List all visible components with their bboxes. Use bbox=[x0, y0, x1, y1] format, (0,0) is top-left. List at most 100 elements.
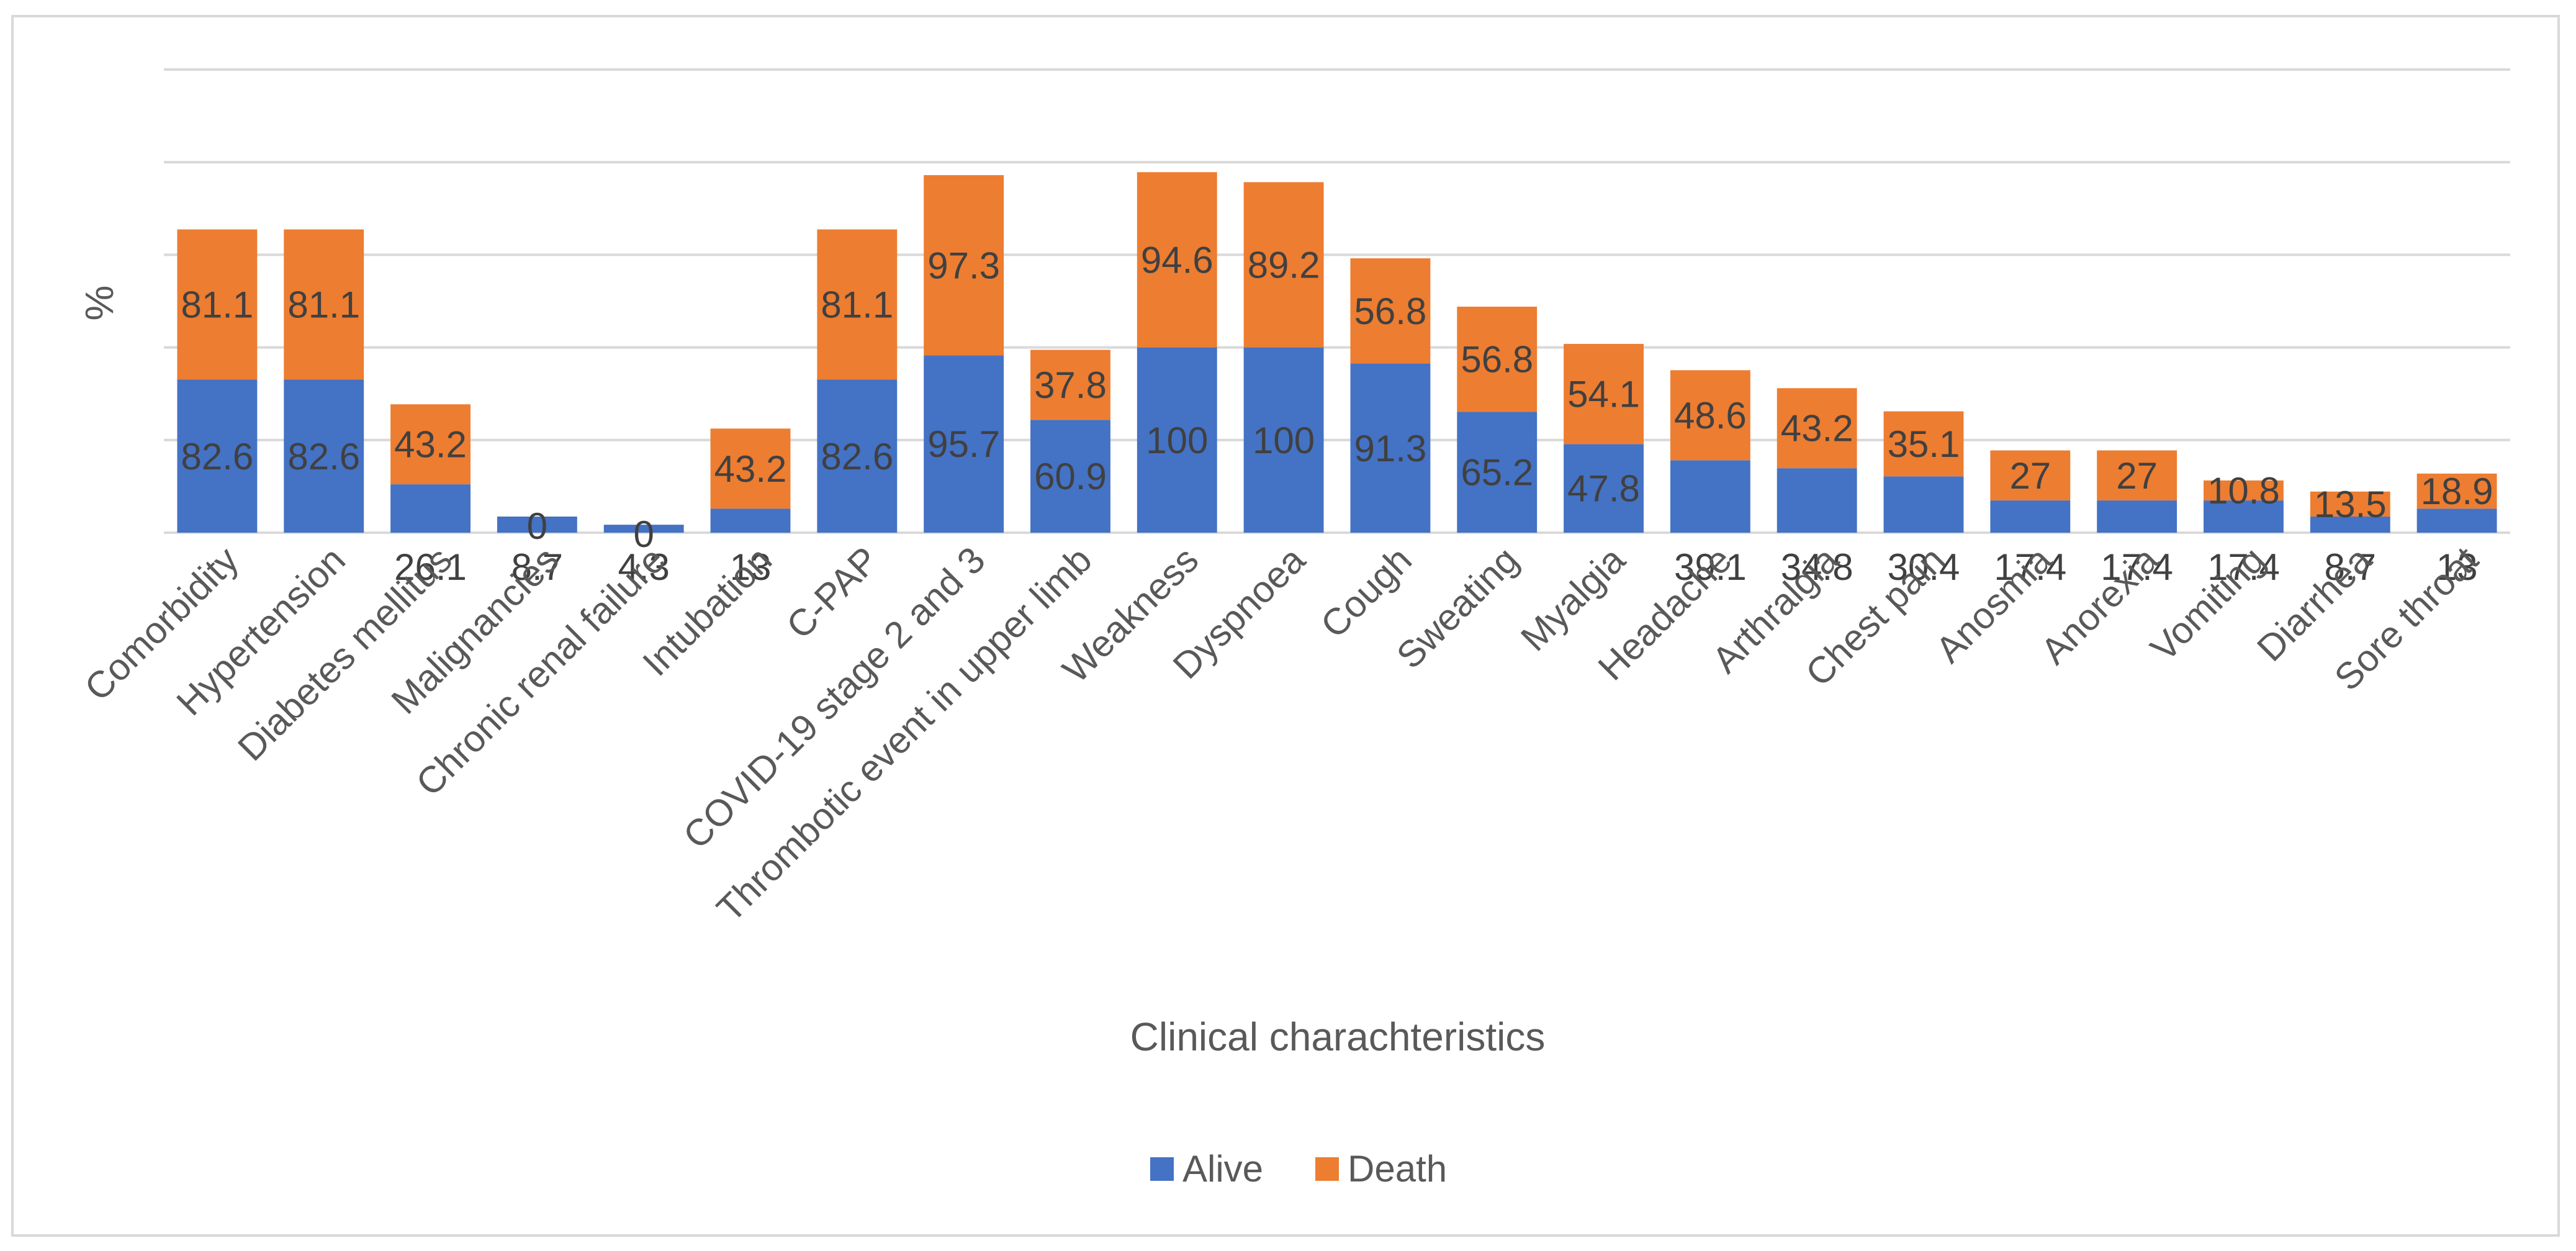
bar-alive bbox=[817, 379, 898, 533]
data-label-alive: 17.4 bbox=[2207, 546, 2280, 588]
data-label-death: 54.1 bbox=[1567, 374, 1640, 415]
bar-alive bbox=[1990, 500, 2071, 533]
bar-alive bbox=[284, 379, 364, 533]
data-label-alive: 34.8 bbox=[1781, 546, 1853, 588]
data-label-alive: 13 bbox=[730, 546, 772, 588]
bar-death bbox=[284, 229, 364, 380]
data-label-death: 48.6 bbox=[1674, 395, 1747, 436]
data-label-death: 10.8 bbox=[2207, 470, 2280, 512]
bar-alive bbox=[924, 355, 1004, 533]
data-label-death: 27 bbox=[2116, 455, 2158, 497]
bar-death bbox=[1243, 182, 1324, 348]
data-label-death: 56.8 bbox=[1354, 291, 1427, 332]
bar-death bbox=[390, 404, 471, 485]
data-label-alive: 100 bbox=[1253, 420, 1315, 461]
data-label-alive: 100 bbox=[1146, 420, 1208, 461]
x-tick-label: Cough bbox=[1313, 539, 1420, 646]
bar-death bbox=[2310, 491, 2390, 517]
bar-death bbox=[2416, 473, 2497, 509]
chart-area: 82.6 81.1 82.6 81.1 26.1 43.2 8.7 0 4.3 0 13 43.2 82… bbox=[11, 15, 2560, 1237]
data-label-alive: 4.3 bbox=[618, 546, 669, 588]
bar-alive bbox=[1670, 460, 1750, 533]
bars bbox=[177, 172, 2497, 533]
data-label-alive: 82.6 bbox=[821, 436, 893, 477]
bar-death bbox=[2204, 480, 2284, 501]
data-label-alive: 47.8 bbox=[1567, 468, 1640, 510]
data-label-alive: 95.7 bbox=[927, 423, 1000, 465]
bar-alive bbox=[497, 517, 577, 533]
bar-death bbox=[1030, 350, 1110, 420]
data-label-alive: 8.7 bbox=[511, 546, 563, 588]
data-label-alive: 30.4 bbox=[1888, 546, 1960, 588]
bar-alive bbox=[710, 508, 791, 533]
data-label-death: 94.6 bbox=[1141, 239, 1214, 281]
bar-death bbox=[1990, 450, 2071, 501]
x-axis-title: Clinical charachteristics bbox=[1130, 1014, 1546, 1059]
bar-alive bbox=[2097, 500, 2177, 533]
bar-alive bbox=[1883, 476, 1964, 533]
bar-death bbox=[924, 175, 1004, 356]
data-label-alive: 91.3 bbox=[1354, 428, 1427, 469]
data-label-alive: 60.9 bbox=[1034, 456, 1107, 497]
data-label-death: 0 bbox=[527, 505, 547, 547]
bar-death bbox=[1777, 388, 1857, 469]
data-label-death: 89.2 bbox=[1248, 245, 1320, 286]
bar-alive bbox=[1137, 347, 1217, 533]
data-label-alive: 17.4 bbox=[2101, 546, 2173, 588]
bar-alive bbox=[1457, 412, 1538, 533]
bar-death bbox=[177, 229, 258, 380]
bar-alive bbox=[177, 379, 258, 533]
data-label-alive: 26.1 bbox=[394, 546, 467, 588]
bar-death bbox=[1457, 306, 1538, 412]
bar-death bbox=[2097, 450, 2177, 501]
data-label-death: 18.9 bbox=[2421, 471, 2493, 512]
bar-death bbox=[1883, 411, 1964, 477]
data-label-alive: 39.1 bbox=[1674, 546, 1747, 588]
data-label-death: 56.8 bbox=[1461, 339, 1533, 381]
data-label-death: 37.8 bbox=[1034, 364, 1107, 406]
data-label-alive: 13 bbox=[2436, 546, 2478, 588]
bar-alive bbox=[1030, 420, 1110, 533]
bar-alive bbox=[1564, 444, 1644, 533]
data-label-alive: 65.2 bbox=[1461, 452, 1533, 494]
bar-death bbox=[1350, 258, 1431, 364]
data-label-death: 81.1 bbox=[821, 284, 893, 326]
x-tick-label: C-PAP bbox=[778, 539, 886, 647]
bar-alive bbox=[603, 525, 684, 533]
data-label-death: 0 bbox=[633, 513, 654, 555]
legend: Alive Death bbox=[1150, 1148, 1447, 1190]
legend-swatch-alive bbox=[1150, 1157, 1174, 1181]
data-label-death: 13.5 bbox=[2314, 484, 2387, 525]
legend-swatch-death bbox=[1315, 1157, 1339, 1181]
data-label-death: 27 bbox=[2009, 455, 2051, 497]
legend-label-alive: Alive bbox=[1182, 1148, 1263, 1190]
bar-alive bbox=[2204, 500, 2284, 533]
data-label-alive: 17.4 bbox=[1994, 546, 2066, 588]
data-label-death: 43.2 bbox=[394, 424, 467, 466]
data-label-death: 43.2 bbox=[1781, 408, 1853, 449]
bar-alive bbox=[2310, 517, 2390, 533]
bar-alive bbox=[1350, 363, 1431, 533]
data-label-alive: 8.7 bbox=[2325, 546, 2376, 588]
y-axis-title: % bbox=[77, 286, 122, 321]
data-label-death: 43.2 bbox=[714, 448, 787, 490]
bar-alive bbox=[1777, 468, 1857, 533]
bar-death bbox=[1670, 370, 1750, 461]
legend-label-death: Death bbox=[1348, 1148, 1447, 1190]
bar-death bbox=[1137, 172, 1217, 348]
bar-alive bbox=[1243, 347, 1324, 533]
data-label-death: 35.1 bbox=[1888, 423, 1960, 465]
data-label-alive: 82.6 bbox=[181, 436, 254, 477]
bar-death bbox=[817, 229, 898, 380]
bar-alive bbox=[390, 484, 471, 533]
data-label-death: 97.3 bbox=[927, 245, 1000, 286]
bar-death bbox=[1564, 343, 1644, 445]
data-label-alive: 82.6 bbox=[287, 436, 360, 477]
data-label-death: 81.1 bbox=[181, 284, 254, 326]
data-label-death: 81.1 bbox=[287, 284, 360, 326]
bar-death bbox=[710, 428, 791, 509]
bar-alive bbox=[2416, 508, 2497, 533]
